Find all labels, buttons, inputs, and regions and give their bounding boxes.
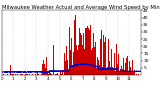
Text: Milwaukee Weather Actual and Average Wind Speed by Minute mph (Last 24 Hours): Milwaukee Weather Actual and Average Win… <box>2 5 160 10</box>
